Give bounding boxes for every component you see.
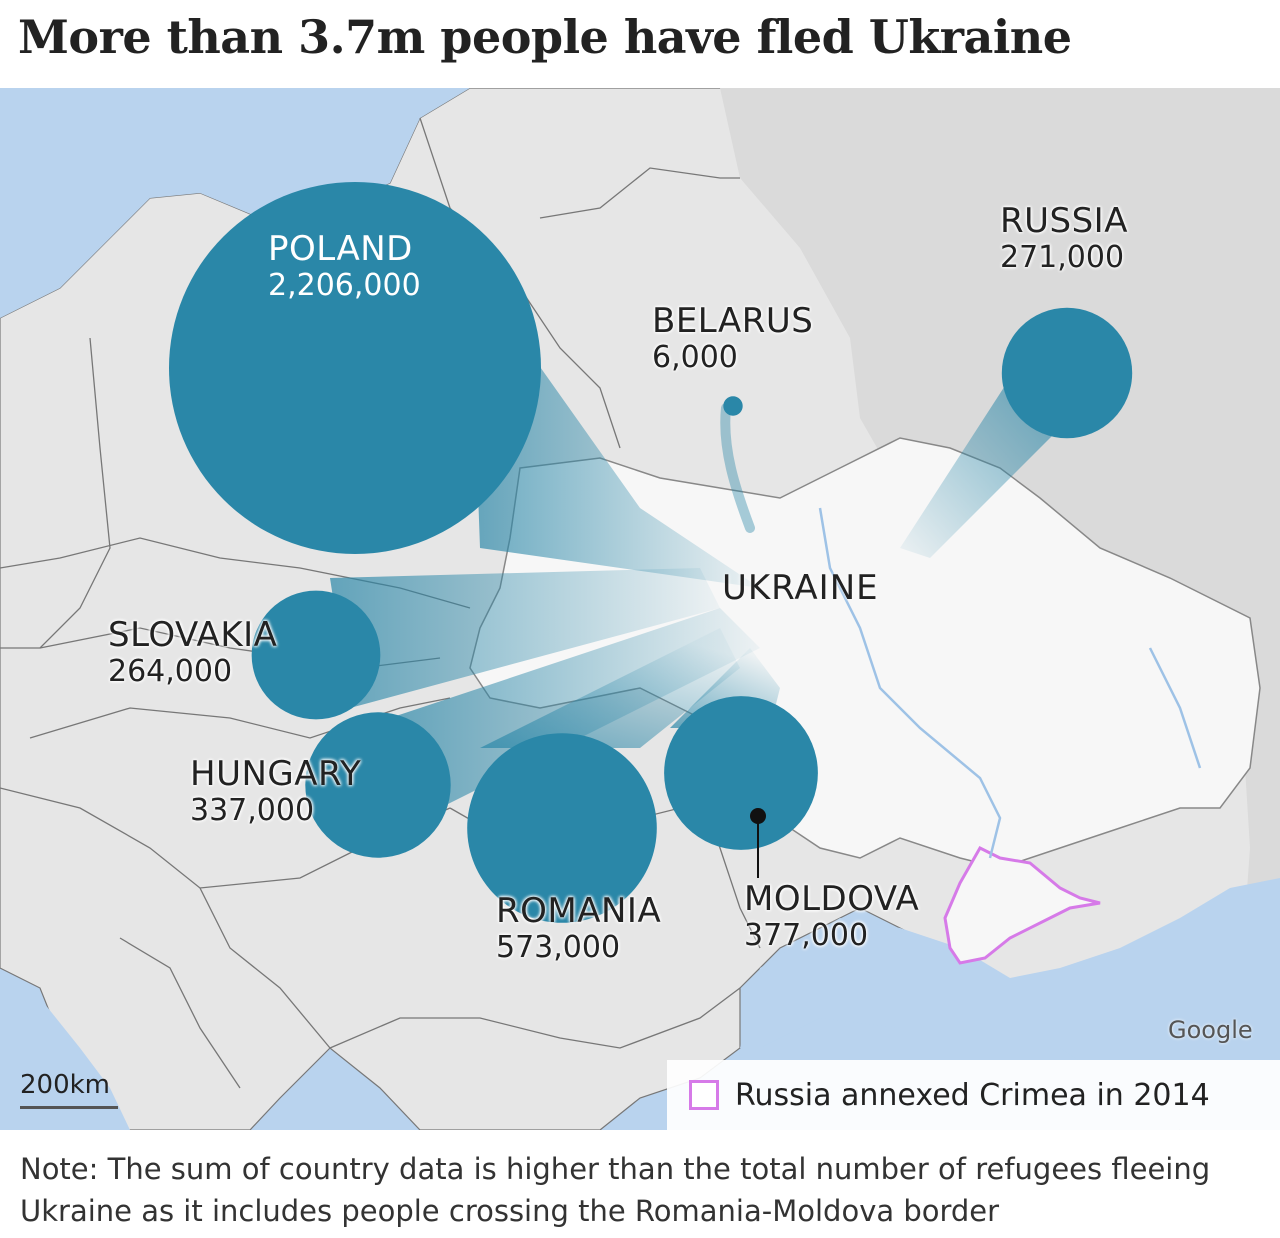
- note-text: Note: The sum of country data is higher …: [20, 1152, 1211, 1228]
- label-poland: POLAND 2,206,000: [268, 229, 421, 304]
- bubble-hungary: [305, 712, 451, 858]
- google-attribution: Google: [1168, 1016, 1253, 1044]
- romania-name: ROMANIA: [496, 891, 662, 931]
- slovakia-value: 264,000: [108, 654, 233, 690]
- label-slovakia: SLOVAKIA 264,000: [108, 615, 278, 690]
- bubble-slovakia: [251, 590, 381, 720]
- ukraine-label: UKRAINE: [722, 568, 879, 608]
- label-belarus: BELARUS 6,000: [652, 301, 814, 376]
- scale-bar: [20, 1106, 118, 1109]
- slovakia-name: SLOVAKIA: [108, 615, 278, 655]
- crimea-legend-swatch: [689, 1080, 719, 1110]
- rivers: [818, 507, 1202, 859]
- bubble-russia: [1001, 307, 1133, 439]
- bubble-romania: [467, 733, 657, 923]
- footnote: Note: The sum of country data is higher …: [0, 1130, 1280, 1238]
- crimea-shape: [943, 846, 1101, 965]
- belarus-name: BELARUS: [652, 301, 814, 341]
- belarus-value: 6,000: [652, 340, 738, 376]
- romania-value: 573,000: [496, 930, 621, 966]
- bubble-poland: [169, 182, 541, 554]
- bubbles: [169, 182, 1133, 923]
- bubble-belarus: [723, 396, 743, 416]
- adriatic-sea: [0, 988, 130, 1130]
- label-hungary: HUNGARY 337,000: [190, 754, 362, 829]
- flow-paths: [330, 268, 1060, 808]
- label-romania: ROMANIA 573,000: [496, 891, 662, 966]
- baltic-sea: [0, 88, 470, 318]
- moldova-marker: [750, 808, 766, 824]
- moldova-value: 377,000: [744, 918, 869, 954]
- moldova-name: MOLDOVA: [744, 879, 920, 919]
- label-moldova: MOLDOVA 377,000: [744, 879, 920, 954]
- scale-label: 200km: [20, 1070, 111, 1100]
- legend: Russia annexed Crimea in 2014: [667, 1060, 1280, 1130]
- bubble-moldova: [664, 696, 818, 850]
- poland-value: 2,206,000: [268, 268, 421, 304]
- hungary-value: 337,000: [190, 793, 315, 829]
- hungary-name: HUNGARY: [190, 754, 362, 794]
- russia-region: [720, 88, 1280, 1130]
- russia-name: RUSSIA: [1000, 201, 1128, 241]
- poland-name: POLAND: [268, 229, 413, 269]
- russia-value: 271,000: [1000, 240, 1125, 276]
- refugee-map: [0, 88, 1280, 1130]
- map-title: More than 3.7m people have fled Ukraine: [18, 10, 1072, 64]
- legend-text: Russia annexed Crimea in 2014: [735, 1077, 1210, 1113]
- label-russia: RUSSIA 271,000: [1000, 201, 1128, 276]
